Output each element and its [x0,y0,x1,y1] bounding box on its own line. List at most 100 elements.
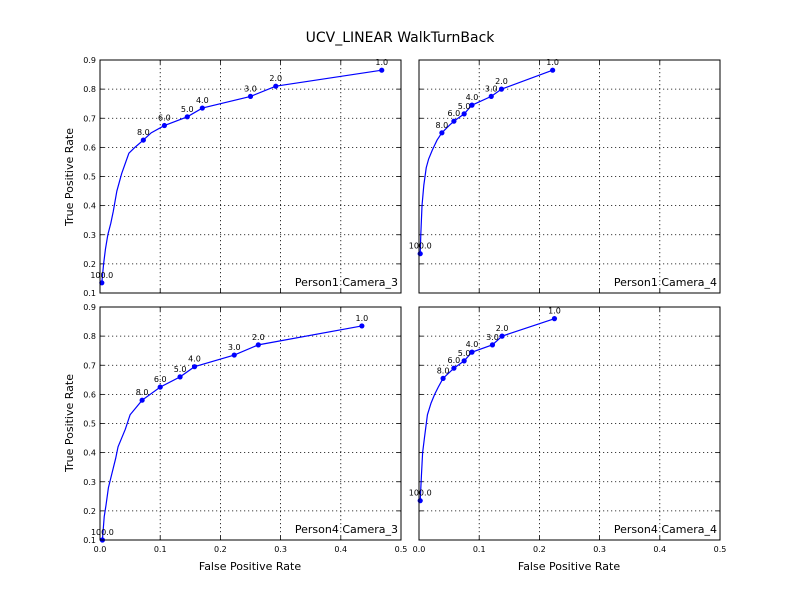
y-tick-label: 0.9 [83,56,96,65]
x-tick-label: 0.1 [473,545,486,554]
roc-point-marker [417,498,423,504]
roc-point-marker [199,105,205,111]
roc-point-label: 1.0 [356,314,369,323]
roc-point-marker [161,122,168,129]
x-tick-label: 0.5 [714,545,727,554]
y-tick-label: 0.8 [83,85,96,94]
roc-point-label: 6.0 [158,114,171,123]
roc-point-marker [255,342,261,348]
x-tick-label: 0.5 [395,545,408,554]
y-tick-label: 0.2 [83,507,96,516]
y-tick-label: 0.5 [83,173,96,182]
y-tick-label: 0.5 [83,420,96,429]
roc-point-label: 3.0 [486,333,499,342]
y-tick-label: 0.3 [83,478,96,487]
roc-point-marker [157,384,163,390]
roc-point-label: 4.0 [196,96,209,105]
roc-point-marker [417,251,423,257]
roc-point-marker [550,67,556,73]
roc-point-label: 100.0 [91,528,114,537]
roc-curve-line [101,325,362,541]
panel-label: Person1 Camera_3 [295,276,398,289]
roc-point-label: 1.0 [548,307,561,316]
roc-curve-line [419,69,553,254]
y-tick-label: 0.4 [83,449,96,458]
roc-point-label: 2.0 [496,324,509,333]
x-tick-label: 0.2 [214,545,227,554]
roc-point-label: 3.0 [244,84,257,93]
plot-frame [99,59,402,294]
x-tick-label: 0.3 [274,545,287,554]
roc-point-marker [359,323,365,329]
roc-point-label: 6.0 [448,109,461,118]
roc-point-label: 5.0 [458,102,471,111]
roc-point-label: 2.0 [495,77,508,86]
x-tick-label: 0.2 [533,545,546,554]
plot-frame [418,59,721,294]
roc-point-label: 5.0 [174,365,187,374]
roc-point-marker [498,86,505,92]
roc-point-marker [140,137,146,143]
roc-point-marker [99,280,105,286]
panel-label: Person4 Camera_3 [295,523,398,536]
roc-point-marker [451,118,457,124]
x-tick-label: 0.4 [334,545,347,554]
roc-point-marker [488,93,494,100]
roc-point-label: 8.0 [136,388,149,397]
roc-point-label: 4.0 [466,93,479,102]
roc-point-marker [489,342,496,348]
figure-title: UCV_LINEAR WalkTurnBack [306,30,496,46]
y-tick-label: 0.6 [83,390,96,399]
roc-point-marker [247,93,254,100]
x-tick-label: 0.3 [593,545,606,554]
panel-person1-camera3: 0.1 0.2 0.3 0.4 0.5 0.6 0.7 0.8 0.9 100.0 8.0 6.0 5.… [83,56,402,298]
roc-point-label: 6.0 [154,375,167,384]
roc-point-label: 100.0 [90,271,113,280]
y-axis-label-top: True Positive Rate [63,128,76,227]
roc-point-marker [139,397,145,403]
roc-point-label: 3.0 [228,343,241,352]
roc-point-marker [461,111,467,117]
roc-point-label: 100.0 [409,242,432,251]
y-tick-label: 0.7 [83,114,96,123]
roc-point-marker [469,349,475,355]
roc-point-marker [379,67,385,73]
roc-point-label: 5.0 [458,349,471,358]
y-axis-label-bottom: True Positive Rate [63,374,76,473]
roc-point-marker [451,365,457,371]
x-tick-label: 0.0 [94,545,107,554]
y-tick-label: 0.3 [83,231,96,240]
roc-point-label: 4.0 [188,355,201,364]
plot-frame [418,306,721,541]
x-tick-label: 0.0 [413,545,426,554]
plot-frame [99,306,402,541]
roc-point-label: 2.0 [269,74,282,83]
roc-curve-line [419,318,555,501]
x-axis-label-left: False Positive Rate [199,560,301,573]
roc-point-label: 5.0 [181,105,194,114]
roc-point-label: 100.0 [409,489,432,498]
roc-point-marker [440,375,446,381]
roc-point-label: 3.0 [485,84,498,93]
y-tick-label: 0.7 [83,361,96,370]
panel-label: Person4 Camera_4 [614,523,717,536]
roc-point-label: 2.0 [252,333,265,342]
panel-person4-camera4: 0.0 0.1 0.2 0.3 0.4 0.5 100.0 8.06.05.04.0 3.02.… [409,306,727,554]
y-tick-label: 0.1 [83,289,96,298]
roc-point-marker [469,102,475,108]
roc-point-marker [461,358,467,364]
panel-person1-camera4: 100.0 8.0 6.05.04.0 3.02.0 1.0 Person1 Camera… [409,58,721,294]
y-tick-label: 0.6 [83,143,96,152]
roc-point-label: 8.0 [436,121,449,130]
roc-point-label: 6.0 [448,356,461,365]
roc-point-label: 4.0 [466,340,479,349]
y-tick-label: 0.8 [83,332,96,341]
y-tick-label: 0.4 [83,202,96,211]
x-tick-label: 0.4 [653,545,666,554]
roc-point-label: 1.0 [546,58,559,67]
roc-curve-line [101,69,382,283]
y-tick-label: 0.1 [83,536,96,545]
roc-point-marker [551,316,558,322]
roc-point-marker [273,83,279,89]
